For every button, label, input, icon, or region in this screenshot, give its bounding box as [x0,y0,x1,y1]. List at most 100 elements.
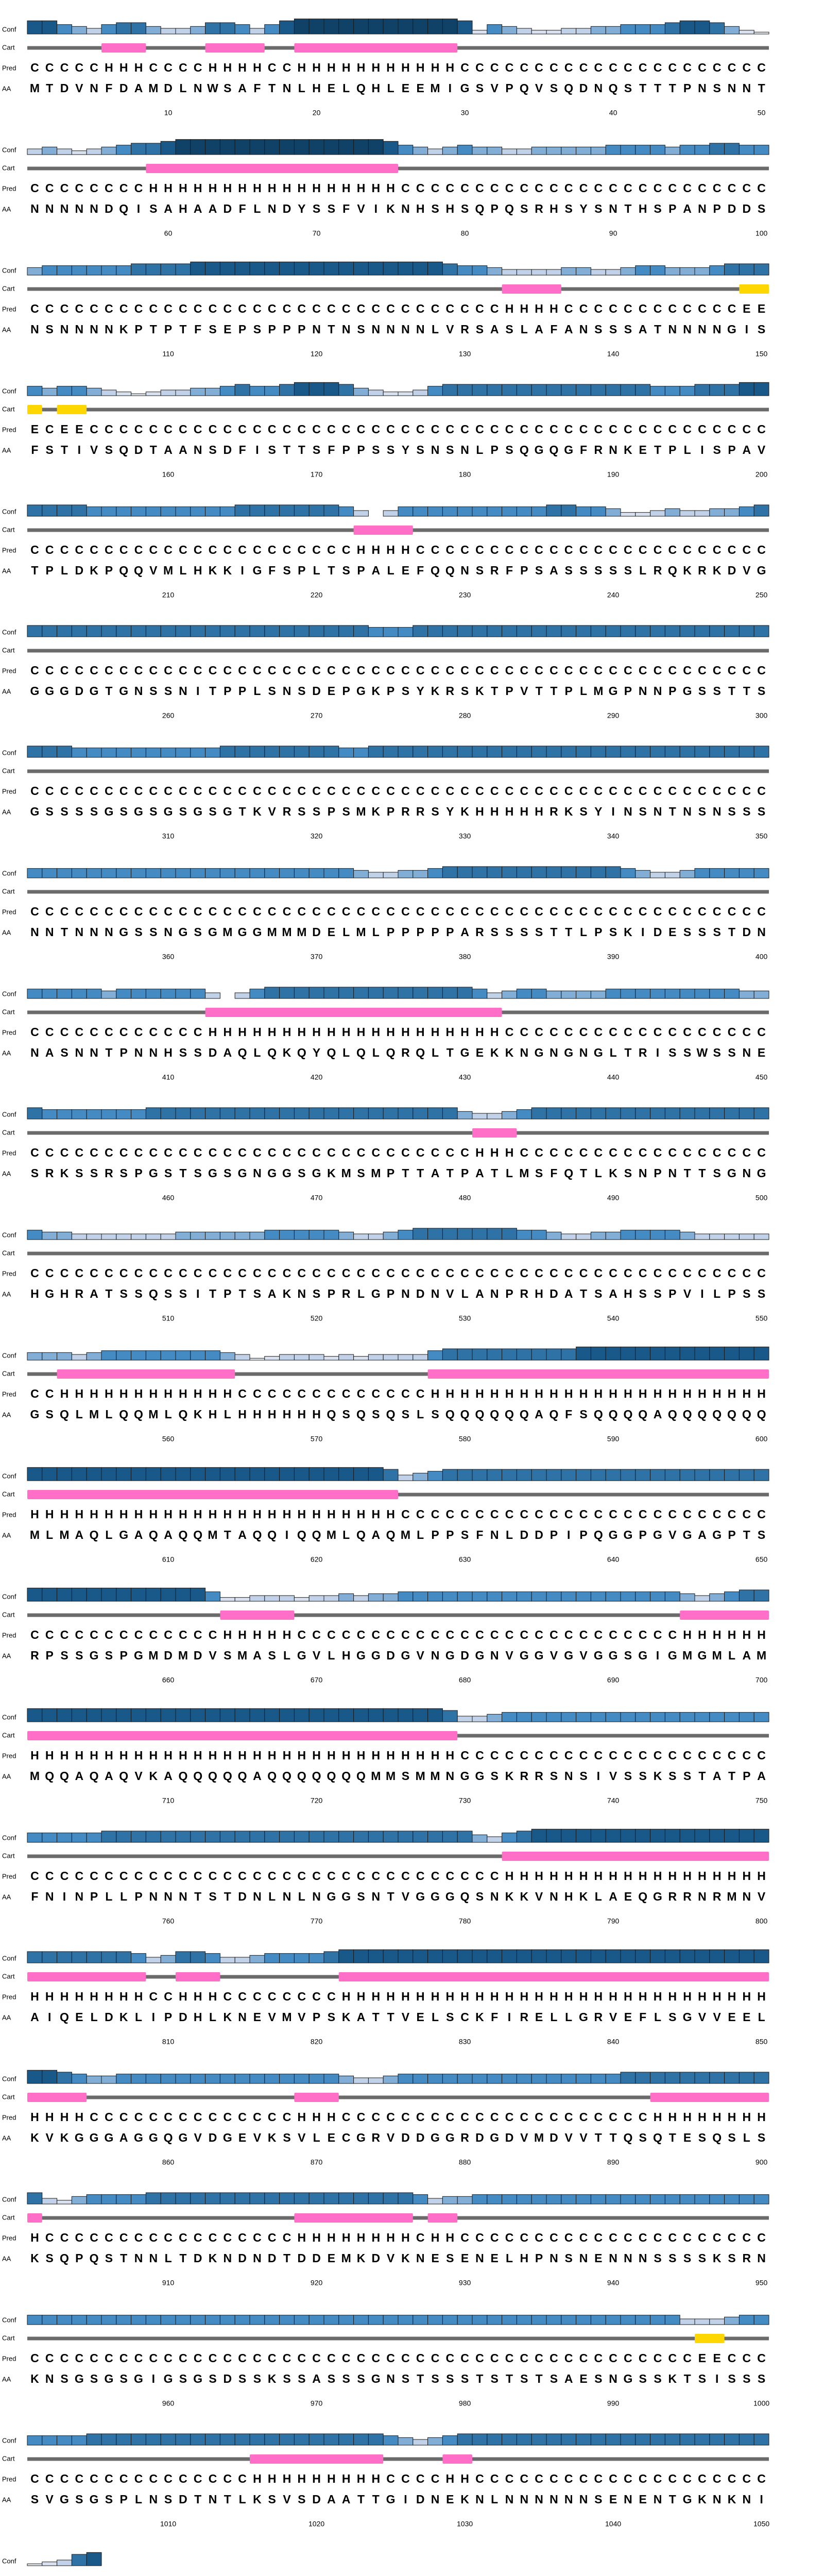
conf-bar [427,386,443,396]
conf-bar [160,989,176,999]
conf-bar [531,30,547,35]
conf-bar [590,384,606,396]
conf-bar [323,1230,339,1240]
position-number: 180 [459,470,471,479]
conf-bar [442,745,458,758]
conf-bar [71,1354,87,1361]
position-number: 420 [311,1073,323,1081]
conf-label: Conf [2,1472,16,1480]
conf-bar [531,2074,547,2084]
conf-bar [383,872,399,878]
conf-bar [279,20,295,35]
conf-bar [724,143,740,155]
conf-bar [294,2433,310,2446]
conf-bar [383,2315,399,2325]
conf-bar [175,989,191,999]
conf-bar [190,625,206,637]
conf-bar [724,745,740,758]
conf-bar [739,2194,754,2205]
conf-bar [323,261,339,276]
conf-bar [546,625,562,637]
conf-bar [620,1591,636,1602]
conf-bar [590,2315,606,2325]
conf-bar [264,987,280,999]
conf-bar [635,265,651,276]
conf-bar [368,1593,384,1602]
conf-bar [635,989,651,999]
conf-bar [116,1467,132,1481]
conf-bar [160,263,176,276]
position-number: 190 [607,470,620,479]
conf-bar [694,1346,710,1361]
conf-bar [116,2194,132,2205]
conf-bar [664,1712,680,1722]
conf-bar [590,2074,606,2084]
position-number: 130 [459,350,471,358]
conf-bar [709,1712,725,1722]
conf-bar [457,506,473,517]
conf-bar [249,1107,265,1120]
conf-bar [664,22,680,35]
conf-bar [308,1708,324,1722]
conf-bar [427,261,443,276]
conf-bar [709,2194,725,2205]
aa-label: AA [2,446,11,454]
conf-bar [650,24,665,35]
conf-bar [679,2433,695,2446]
conf-bar [294,139,310,155]
conf-label: Conf [2,1834,16,1841]
conf-bar [427,2315,443,2325]
conf-bar [42,625,58,637]
conf-bar [664,2433,680,2446]
conf-bar [502,506,517,517]
conf-bar [398,19,414,35]
conf-bar [753,2433,769,2446]
conf-bar [338,2433,354,2446]
conf-bar [42,1708,58,1722]
pred-label: Pred [2,787,16,795]
conf-bar [205,1350,220,1361]
conf-bar [472,146,488,155]
conf-bar [131,748,146,758]
strand [57,405,87,414]
conf-bar [516,1109,532,1120]
conf-bar [234,139,250,155]
conf-bar [294,625,310,637]
position-number: 30 [461,109,469,117]
conf-bar [398,2074,414,2084]
conf-bar [576,1591,591,1602]
conf-bar [502,1228,517,1240]
conf-bar [86,1951,102,1963]
conf-bar [279,261,295,276]
conf-bar [753,504,769,517]
conf-bar [531,745,547,758]
position-number: 870 [311,2158,323,2166]
conf-bar [205,2192,220,2205]
conf-bar [145,625,161,637]
conf-bar [219,1957,235,1963]
cart-label: Cart [2,1128,15,1136]
conf-bar [57,745,72,758]
position-number: 220 [311,591,323,599]
position-number: 1000 [753,2399,769,2408]
conf-bar [531,1348,547,1361]
conf-bar [398,1949,414,1963]
conf-bar [709,1107,725,1120]
aa-label: AA [2,1411,11,1418]
conf-bar [694,20,710,35]
conf-bar [694,1712,710,1722]
conf-bar [27,1833,43,1843]
conf-bar [724,989,740,999]
conf-bar [531,2315,547,2325]
conf-bar [27,2192,43,2205]
conf-bar [175,748,191,758]
conf-bar [338,19,354,35]
conf-bar [561,1233,577,1240]
conf-bar [190,868,206,878]
conf-bar [368,389,384,396]
conf-bar [590,990,606,999]
conf-bar [219,139,235,155]
conf-bar [590,1469,606,1481]
conf-bar [353,261,369,276]
